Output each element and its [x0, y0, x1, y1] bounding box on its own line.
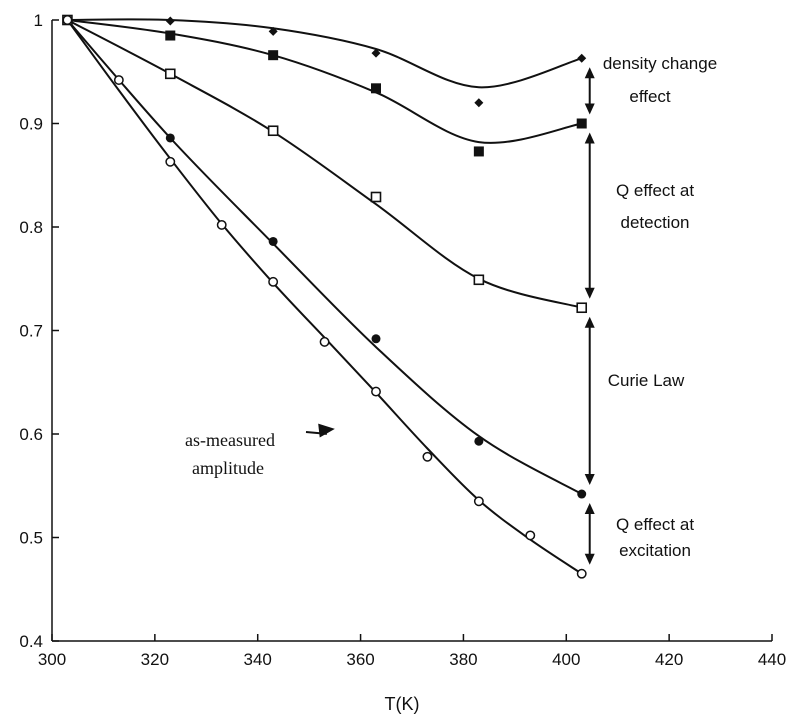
annotation-measured-line2: amplitude [192, 458, 264, 478]
series-1-point [268, 26, 278, 36]
series-5-point [525, 530, 536, 541]
series-2-point [576, 118, 587, 129]
series-3-point [576, 302, 588, 314]
x-tick-label: 440 [758, 650, 786, 669]
series-markers [62, 14, 588, 579]
annotation-arrows [305, 67, 595, 565]
series-1-point [165, 16, 175, 26]
annotation-curie-law: Curie Law [608, 371, 685, 390]
curie-arrow [584, 316, 595, 486]
q-detection-arrow [584, 132, 595, 299]
series-5-point [268, 276, 279, 287]
series-1-point [371, 48, 381, 58]
series-4-point [577, 489, 587, 499]
q-excitation-arrow [584, 503, 595, 565]
series-5-point [62, 15, 73, 25]
density-arrow [584, 67, 595, 115]
x-tick-label: 320 [141, 650, 169, 669]
series-5-point [319, 336, 330, 347]
annotation-q-detection-line2: detection [621, 213, 690, 232]
series-3-curve [66, 19, 582, 309]
series-1-point [577, 53, 587, 63]
series-4-point [371, 334, 381, 344]
series-4-point [474, 436, 484, 446]
x-tick-label: 380 [449, 650, 477, 669]
series-5-point [165, 156, 176, 167]
series-5-point [576, 568, 587, 579]
y-tick-label: 0.5 [19, 529, 43, 548]
series-3-point [473, 274, 485, 286]
x-axis-title: T(K) [385, 694, 420, 714]
y-tick-label: 0.7 [19, 322, 43, 341]
series-4-point [268, 236, 278, 246]
series-curves [66, 18, 583, 575]
series-2-curve [67, 19, 582, 144]
annotation-measured-line1: as-measured [185, 430, 275, 450]
y-tick-label: 0.8 [19, 218, 43, 237]
series-3-point [267, 125, 279, 137]
series-4-curve [66, 19, 583, 495]
annotation-density-line2: effect [629, 87, 671, 106]
series-2-point [268, 50, 279, 61]
annotation-q-detection-line1: Q effect at [616, 181, 694, 200]
x-tick-label: 340 [244, 650, 272, 669]
series-5-point [422, 451, 433, 462]
annotations: density change effect Q effect at detect… [185, 54, 717, 560]
x-tick-label: 360 [346, 650, 374, 669]
series-1-point [474, 98, 484, 108]
x-tick-label: 400 [552, 650, 580, 669]
series-3-point [164, 68, 176, 80]
x-tick-label: 300 [38, 650, 66, 669]
series-2-point [473, 146, 484, 157]
y-tick-label: 1 [34, 11, 43, 30]
series-5-point [473, 496, 484, 507]
series-5-point [216, 219, 227, 230]
annotation-density-line1: density change [603, 54, 717, 73]
series-5-point [113, 75, 124, 85]
series-4-point [165, 133, 175, 143]
x-tick-label: 420 [655, 650, 683, 669]
series-1-curve [67, 18, 582, 89]
y-tick-label: 0.4 [19, 632, 43, 651]
y-tick-label: 0.9 [19, 115, 43, 134]
series-2-point [371, 83, 381, 94]
series-5-point [371, 386, 381, 397]
axes: 300 320 340 360 380 400 420 440 0.4 0.5 0.6 0.7 0.8 0… [19, 11, 786, 714]
series-3-point [370, 191, 382, 203]
annotation-q-excitation-line1: Q effect at [616, 515, 694, 534]
annotation-q-excitation-line2: excitation [619, 541, 691, 560]
series-2-point [165, 30, 176, 41]
measured-pointer-arrow [305, 423, 335, 438]
series-5-curve [66, 19, 583, 575]
y-tick-label: 0.6 [19, 425, 43, 444]
